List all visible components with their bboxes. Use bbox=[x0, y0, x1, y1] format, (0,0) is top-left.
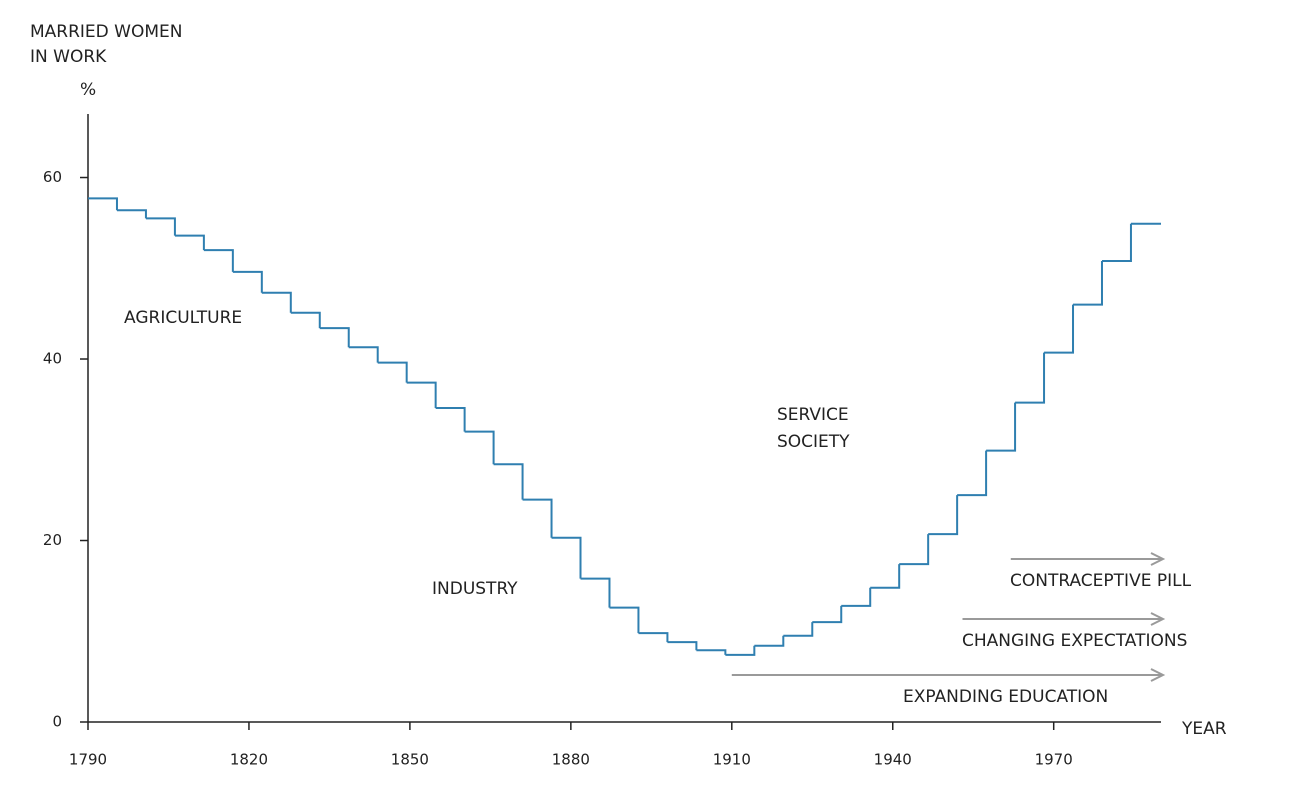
step bbox=[319, 327, 350, 348]
step bbox=[1044, 304, 1075, 354]
era-label: AGRICULTURE bbox=[124, 308, 242, 328]
step bbox=[841, 587, 872, 607]
step bbox=[406, 381, 437, 409]
step bbox=[696, 649, 727, 655]
step bbox=[580, 577, 611, 608]
step bbox=[551, 536, 582, 579]
step bbox=[870, 564, 901, 589]
y-axis-label: IN WORK bbox=[30, 47, 107, 67]
step bbox=[435, 407, 466, 432]
step bbox=[522, 498, 553, 538]
step bbox=[812, 605, 843, 624]
step bbox=[1015, 352, 1046, 404]
step bbox=[928, 495, 959, 536]
step bbox=[348, 346, 379, 363]
y-tick-label: 20 bbox=[43, 531, 62, 549]
arrow-head bbox=[1150, 668, 1166, 682]
y-tick-label: 0 bbox=[52, 713, 62, 731]
x-tick-label: 1850 bbox=[391, 751, 429, 769]
step bbox=[1073, 261, 1103, 306]
step bbox=[899, 534, 930, 566]
step bbox=[957, 450, 988, 497]
trend-label: CONTRACEPTIVE PILL bbox=[1010, 571, 1192, 591]
step bbox=[261, 291, 292, 313]
era-label: SERVICE bbox=[777, 405, 849, 425]
step bbox=[174, 234, 205, 251]
arrow-head bbox=[1150, 552, 1166, 566]
step bbox=[986, 402, 1017, 452]
step bbox=[638, 632, 669, 643]
x-axis-label: YEAR bbox=[1181, 719, 1227, 739]
step bbox=[754, 635, 785, 647]
era-label: SOCIETY bbox=[777, 432, 850, 452]
trend-label: CHANGING EXPECTATIONS bbox=[962, 631, 1187, 651]
step bbox=[145, 217, 176, 236]
x-tick-label: 1940 bbox=[874, 751, 912, 769]
x-tick-label: 1970 bbox=[1035, 751, 1073, 769]
step bbox=[232, 270, 263, 293]
step bbox=[464, 430, 495, 465]
step bbox=[203, 249, 234, 272]
x-tick-label: 1910 bbox=[713, 751, 751, 769]
x-tick-label: 1820 bbox=[230, 751, 268, 769]
x-tick-label: 1790 bbox=[69, 751, 107, 769]
step bbox=[783, 622, 814, 637]
step bbox=[290, 311, 321, 329]
step bbox=[493, 463, 524, 500]
y-tick-label: 60 bbox=[43, 168, 62, 186]
arrow-head bbox=[1150, 612, 1166, 626]
y-axis-label: MARRIED WOMEN bbox=[30, 22, 183, 42]
step bbox=[1101, 223, 1132, 263]
step bbox=[88, 197, 118, 211]
step bbox=[609, 606, 640, 634]
step bbox=[377, 361, 408, 383]
era-label: INDUSTRY bbox=[432, 579, 518, 599]
step bbox=[116, 209, 147, 219]
y-tick-label: 40 bbox=[43, 350, 62, 368]
step bbox=[725, 645, 756, 656]
y-unit: % bbox=[80, 80, 96, 100]
step bbox=[667, 641, 698, 651]
trend-label: EXPANDING EDUCATION bbox=[903, 687, 1108, 707]
x-tick-label: 1880 bbox=[552, 751, 590, 769]
